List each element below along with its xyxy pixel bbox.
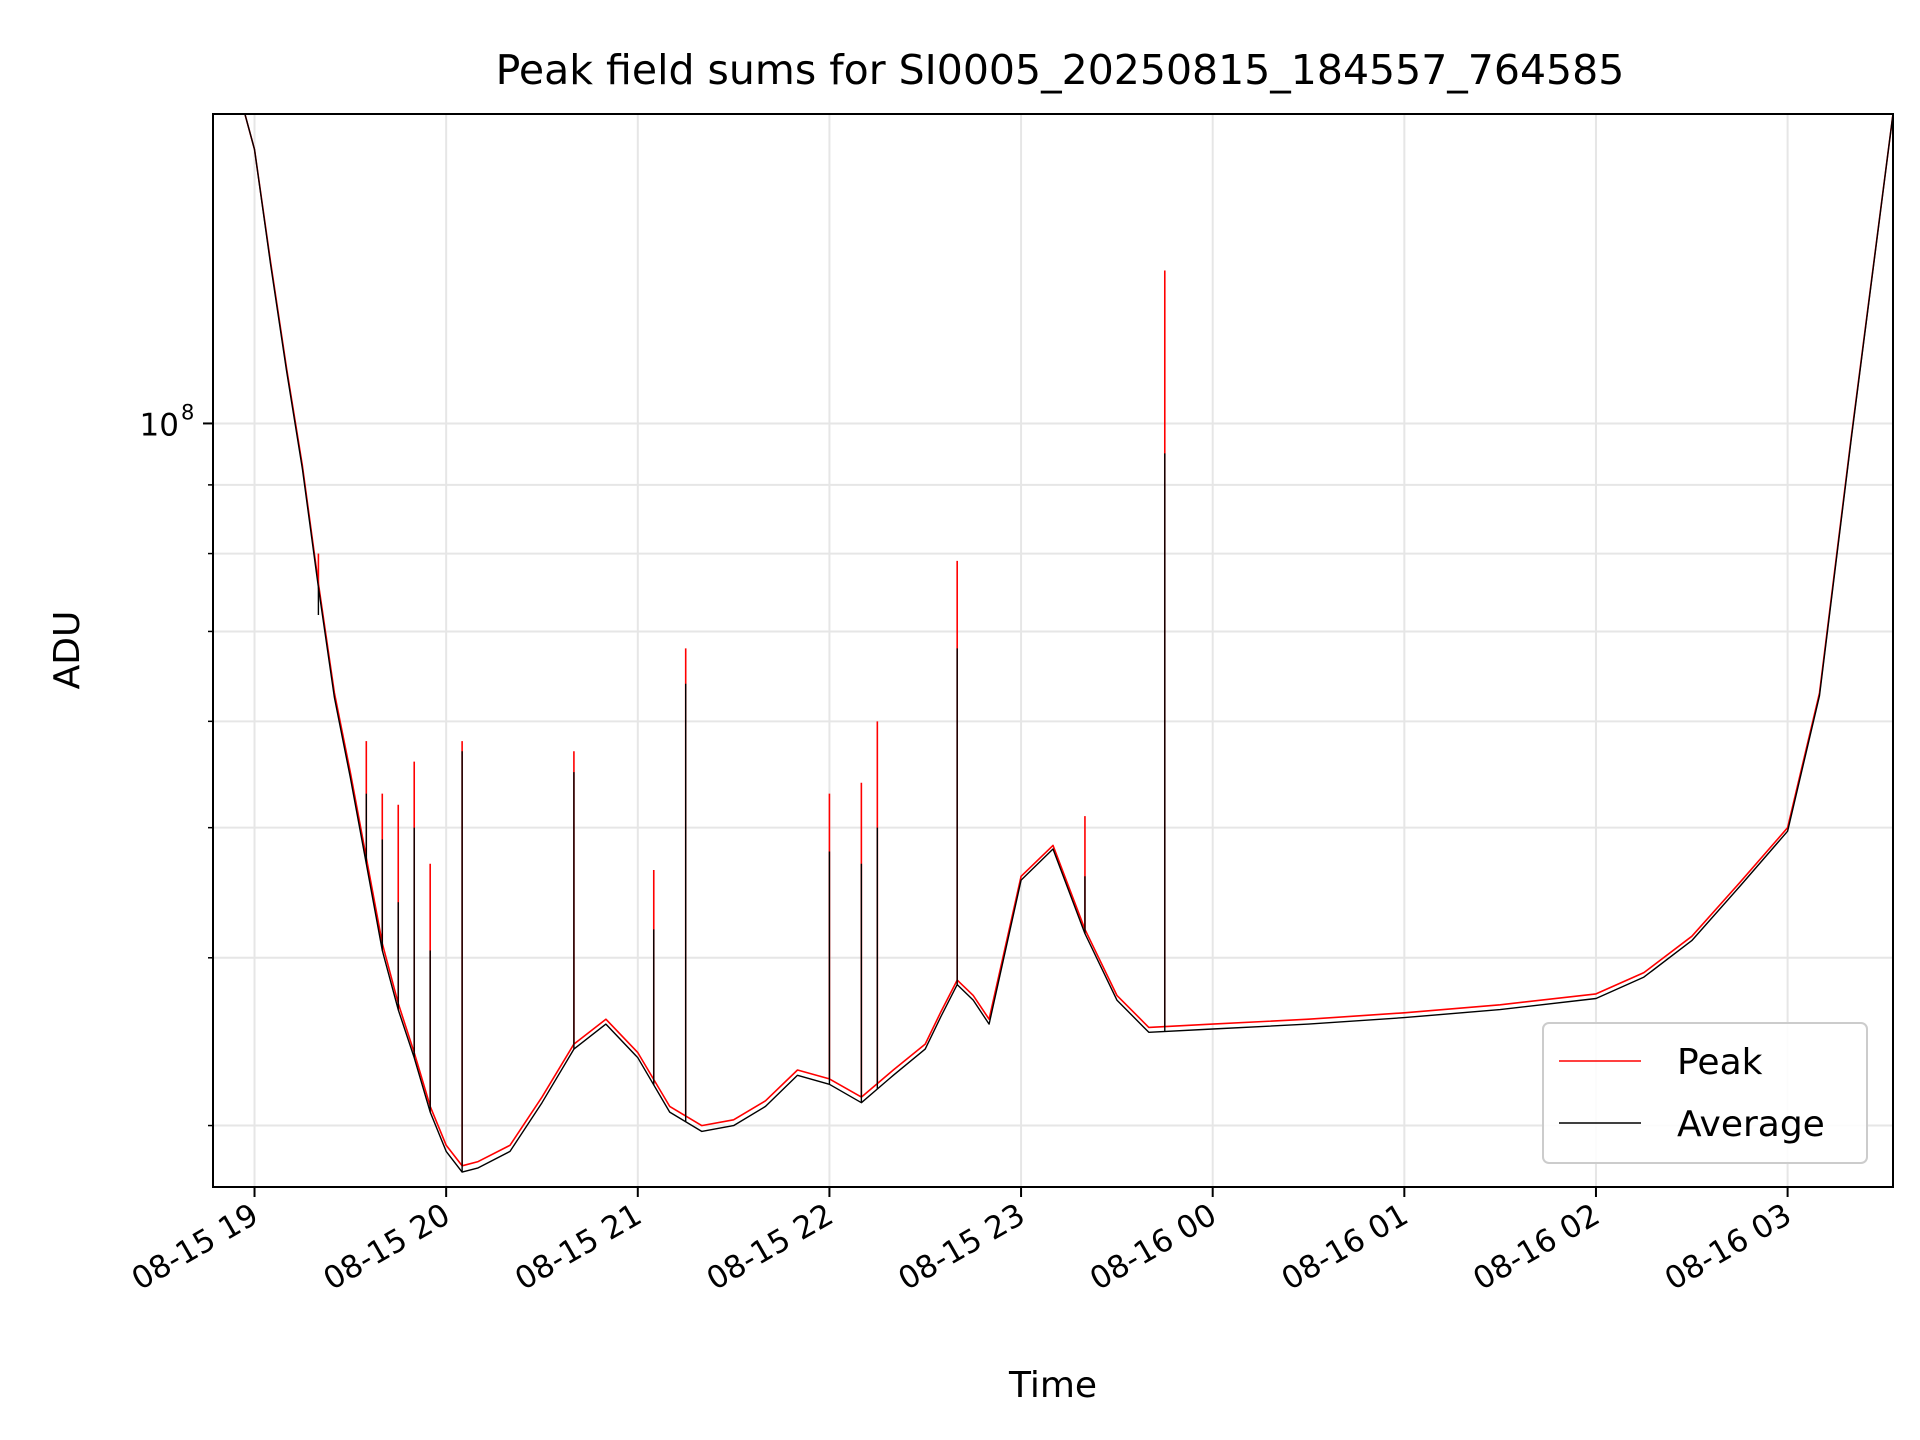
x-axis-label: Time bbox=[1008, 1365, 1097, 1406]
series-line-average bbox=[213, 113, 1894, 1173]
grid bbox=[213, 114, 1893, 1187]
y-axis-ticks: 10 8 bbox=[140, 400, 213, 1127]
plot-series bbox=[213, 113, 1894, 1173]
legend: Peak Average bbox=[1542, 1022, 1868, 1164]
legend-box bbox=[1542, 1022, 1868, 1164]
legend-label-peak: Peak bbox=[1677, 1042, 1763, 1083]
chart-title: Peak field sums for SI0005_20250815_1845… bbox=[496, 46, 1625, 94]
legend-label-average: Average bbox=[1677, 1104, 1825, 1145]
series-line-peak bbox=[213, 113, 1894, 1167]
y-tick-exponent: 8 bbox=[181, 400, 194, 424]
y-tick-label: 10 bbox=[140, 407, 179, 443]
plot-frame bbox=[212, 113, 1894, 1188]
y-axis-label: ADU bbox=[47, 611, 88, 690]
